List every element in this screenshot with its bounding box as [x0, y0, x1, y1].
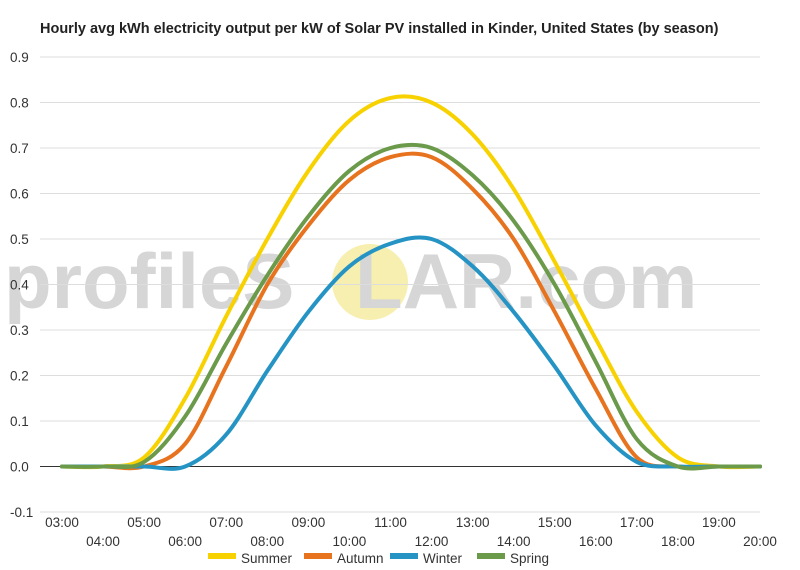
- x-tick-label: 12:00: [415, 534, 449, 549]
- legend-swatch: [477, 553, 505, 559]
- y-tick-label: -0.1: [10, 505, 33, 520]
- watermark: profileSOLAR.com: [4, 237, 697, 325]
- y-tick-label: 0.4: [10, 278, 29, 293]
- watermark-text: profileSOLAR.com: [4, 237, 697, 325]
- y-tick-label: 0.1: [10, 414, 29, 429]
- series-line-summer: [60, 94, 762, 470]
- x-tick-label: 16:00: [579, 534, 613, 549]
- x-tick-label: 18:00: [661, 534, 695, 549]
- x-tick-label: 09:00: [291, 515, 325, 530]
- series-group: [60, 94, 762, 471]
- legend-swatch: [304, 553, 332, 559]
- x-tick-label: 04:00: [86, 534, 120, 549]
- grid: [40, 56, 760, 513]
- x-tick-label: 19:00: [702, 515, 736, 530]
- y-tick-label: 0.6: [10, 187, 29, 202]
- legend-label: Winter: [423, 551, 463, 566]
- x-tick-label: 10:00: [333, 534, 367, 549]
- series-line-autumn: [60, 151, 762, 471]
- y-tick-label: 0.5: [10, 232, 29, 247]
- y-axis: -0.1 0.0 0.1 0.2 0.3 0.4 0.5 0.6 0.7 0.8 0.9: [10, 50, 33, 520]
- y-tick-label: 0.8: [10, 96, 29, 111]
- legend-item-spring: Spring: [477, 551, 549, 566]
- y-tick-label: 0.3: [10, 323, 29, 338]
- x-tick-label: 15:00: [538, 515, 572, 530]
- y-tick-label: 0.7: [10, 141, 29, 156]
- legend-swatch: [390, 553, 418, 559]
- x-tick-label: 05:00: [127, 515, 161, 530]
- x-tick-label: 11:00: [374, 515, 407, 530]
- x-tick-label: 17:00: [620, 515, 654, 530]
- legend: Summer Autumn Winter Spring: [208, 551, 549, 566]
- y-tick-label: 0.9: [10, 50, 29, 65]
- x-tick-label: 08:00: [250, 534, 284, 549]
- watermark-text-right: LAR.com: [355, 237, 697, 325]
- x-tick-label: 20:00: [743, 534, 777, 549]
- x-tick-label: 06:00: [168, 534, 202, 549]
- legend-swatch: [208, 553, 236, 559]
- x-axis: 03:00 04:00 05:00 06:00 07:00 08:00 09:00 10:00…: [45, 515, 777, 549]
- y-tick-label: 0.0: [10, 460, 29, 475]
- legend-item-autumn: Autumn: [304, 551, 384, 566]
- watermark-text-middle: O: [294, 237, 355, 325]
- legend-label: Spring: [510, 551, 549, 566]
- legend-label: Autumn: [337, 551, 384, 566]
- series-line-spring: [60, 142, 762, 471]
- x-tick-label: 03:00: [45, 515, 79, 530]
- x-tick-label: 14:00: [497, 534, 531, 549]
- x-tick-label: 07:00: [209, 515, 243, 530]
- legend-item-winter: Winter: [390, 551, 463, 566]
- y-tick-label: 0.2: [10, 369, 29, 384]
- chart-title: Hourly avg kWh electricity output per kW…: [40, 21, 719, 37]
- legend-label: Summer: [241, 551, 293, 566]
- legend-item-summer: Summer: [208, 551, 293, 566]
- series-line-winter: [60, 235, 762, 471]
- x-tick-label: 13:00: [456, 515, 490, 530]
